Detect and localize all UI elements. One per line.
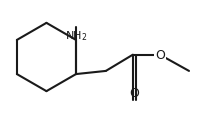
Text: O: O: [130, 86, 140, 99]
Text: NH$_2$: NH$_2$: [65, 29, 87, 42]
Text: O: O: [155, 49, 165, 62]
